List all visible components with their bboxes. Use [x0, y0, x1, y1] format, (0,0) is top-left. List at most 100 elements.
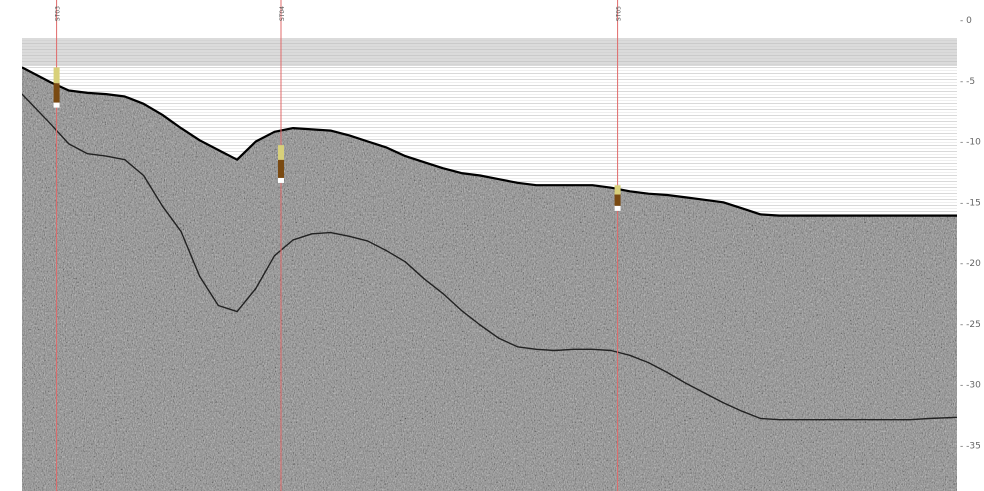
data-point-subsurface-reflector: [891, 419, 893, 421]
data-point-seabed: [217, 149, 219, 151]
data-point-subsurface-reflector: [442, 292, 444, 294]
data-point-subsurface-reflector: [330, 232, 332, 234]
data-point-seabed: [573, 184, 575, 186]
data-point-subsurface-reflector: [760, 417, 762, 420]
core-base-marker: [614, 205, 621, 211]
sample-label: ST03: [55, 6, 62, 21]
series-line-subsurface-reflector: [22, 93, 957, 421]
data-point-subsurface-reflector: [928, 417, 930, 420]
data-point-subsurface-reflector: [68, 143, 70, 145]
data-point-subsurface-reflector: [460, 309, 462, 311]
data-point-seabed: [68, 89, 70, 92]
data-point-seabed: [49, 81, 51, 83]
reflector-series: [22, 66, 957, 421]
data-point-seabed: [386, 147, 388, 149]
core-bottom-segment: [277, 159, 284, 178]
data-point-subsurface-reflector: [909, 419, 911, 421]
data-point-subsurface-reflector: [834, 419, 837, 421]
data-point-seabed: [666, 194, 668, 196]
data-point-seabed: [853, 215, 855, 217]
data-point-seabed: [816, 215, 818, 217]
data-point-seabed: [442, 167, 444, 169]
data-point-seabed: [479, 174, 481, 177]
data-point-subsurface-reflector: [292, 239, 294, 241]
depth-tick-label: - -35: [960, 441, 981, 451]
data-point-seabed: [404, 155, 406, 157]
data-point-subsurface-reflector: [22, 93, 23, 95]
data-point-seabed: [741, 207, 743, 209]
data-point-subsurface-reflector: [143, 174, 145, 177]
data-point-seabed: [872, 215, 874, 217]
data-point-seabed: [647, 193, 650, 195]
data-point-subsurface-reflector: [105, 155, 107, 157]
depth-axis: - 0 - -5 - -10 - -15 - -20 - -25 - -30 - -35: [960, 16, 981, 451]
data-point-seabed: [956, 215, 957, 217]
data-point-seabed: [86, 92, 89, 94]
data-point-subsurface-reflector: [741, 410, 743, 412]
data-point-seabed: [554, 184, 556, 186]
data-point-subsurface-reflector: [479, 324, 481, 326]
data-point-seabed: [891, 215, 893, 217]
data-point-subsurface-reflector: [573, 348, 575, 350]
data-point-subsurface-reflector: [685, 382, 687, 384]
data-point-subsurface-reflector: [498, 337, 500, 339]
sample-label: ST04: [279, 6, 286, 21]
data-point-seabed: [591, 184, 594, 186]
data-point-seabed: [797, 215, 799, 217]
core-top-segment: [614, 185, 621, 195]
data-point-subsurface-reflector: [86, 153, 89, 155]
data-point-seabed: [124, 95, 126, 98]
data-point-seabed: [105, 93, 107, 95]
depth-tick-label: - -20: [960, 259, 981, 269]
series-line-seabed: [22, 66, 957, 217]
data-point-seabed: [367, 140, 369, 143]
core-top-segment: [53, 67, 60, 84]
data-point-subsurface-reflector: [367, 240, 369, 242]
depth-tick-label: - -30: [960, 381, 981, 391]
surface-band: [22, 38, 957, 66]
profile-background: [22, 38, 957, 491]
depth-tick-label: - -10: [960, 138, 981, 148]
data-point-subsurface-reflector: [348, 235, 350, 237]
data-point-seabed: [703, 199, 706, 201]
data-point-seabed: [722, 201, 724, 203]
data-point-seabed: [311, 128, 313, 130]
depth-tick-label: - -5: [960, 77, 975, 87]
data-point-subsurface-reflector: [273, 255, 276, 257]
data-point-subsurface-reflector: [591, 348, 594, 350]
depth-tick-label: - -15: [960, 198, 981, 208]
data-point-subsurface-reflector: [872, 419, 874, 421]
data-point-seabed: [423, 161, 425, 163]
data-point-seabed: [760, 213, 762, 215]
data-point-seabed: [629, 190, 631, 192]
data-point-subsurface-reflector: [816, 419, 818, 421]
data-point-seabed: [928, 215, 930, 217]
data-point-subsurface-reflector: [797, 419, 799, 421]
data-point-seabed: [516, 182, 519, 184]
data-point-subsurface-reflector: [217, 304, 219, 307]
core-base-marker: [53, 102, 60, 108]
data-point-seabed: [685, 196, 687, 198]
data-point-subsurface-reflector: [516, 346, 519, 348]
data-point-subsurface-reflector: [554, 349, 556, 352]
data-point-subsurface-reflector: [124, 159, 126, 161]
data-point-seabed: [460, 172, 462, 174]
core-bottom-segment: [53, 83, 60, 103]
data-point-subsurface-reflector: [853, 419, 855, 421]
data-point-seabed: [778, 215, 781, 217]
data-point-seabed: [143, 103, 145, 105]
data-point-seabed: [255, 140, 257, 143]
data-point-subsurface-reflector: [161, 205, 163, 207]
data-point-subsurface-reflector: [199, 275, 201, 277]
data-point-subsurface-reflector: [423, 278, 425, 280]
data-point-subsurface-reflector: [236, 311, 238, 313]
data-point-seabed: [273, 131, 276, 133]
data-point-seabed: [292, 127, 294, 129]
data-point-seabed: [834, 215, 837, 217]
data-point-seabed: [236, 159, 238, 161]
data-point-subsurface-reflector: [180, 230, 182, 232]
data-point-seabed: [909, 215, 911, 217]
data-point-seabed: [180, 127, 182, 129]
data-point-subsurface-reflector: [778, 419, 781, 421]
